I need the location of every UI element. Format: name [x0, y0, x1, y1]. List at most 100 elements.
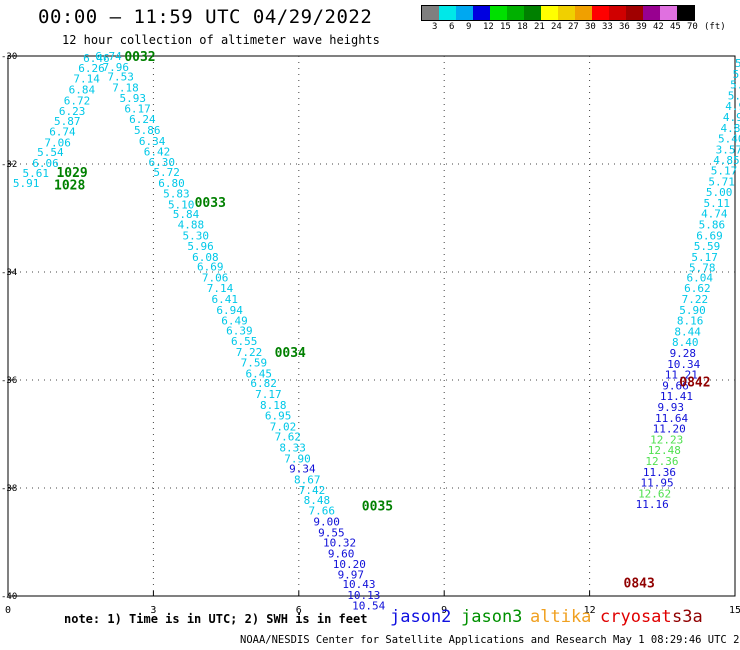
swh-value-label: 5.87 [54, 115, 81, 128]
swh-value-label: 7.90 [284, 452, 311, 465]
swh-value-label: 9.97 [338, 568, 365, 581]
swh-value-label: 6.69 [696, 229, 723, 242]
swh-value-label: 5.72 [153, 166, 180, 179]
swh-value-label: 6.94 [216, 304, 243, 317]
legend-swatch-11 [609, 6, 626, 20]
y-tick-label: -40 [1, 592, 17, 602]
swh-value-label: 7.66 [308, 505, 335, 518]
swh-value-label: 5.91 [13, 177, 39, 190]
swh-value-label: 5.40 [718, 133, 740, 146]
legend-label-4: 15 [500, 22, 511, 32]
swh-value-label: 6.42 [144, 146, 171, 159]
x-tick-label: 12 [584, 605, 596, 616]
legend-label-9: 30 [585, 22, 596, 32]
swh-value-label: 5.11 [703, 197, 730, 210]
y-tick-label: -30 [1, 52, 17, 62]
swh-value-label: 9.55 [318, 526, 345, 539]
swh-value-label: 11.64 [655, 412, 688, 425]
swh-value-label: 6.49 [221, 315, 248, 328]
swh-value-label: 9.60 [328, 547, 355, 560]
y-tick-label: -38 [1, 484, 17, 494]
legend-label-14: 45 [670, 22, 681, 32]
swh-value-label: 8.48 [304, 494, 331, 507]
swh-value-label: 6.08 [192, 251, 219, 264]
swh-value-label: 6.45 [245, 368, 272, 381]
swh-value-label: 12.48 [648, 444, 681, 457]
swh-value-label: 6.80 [158, 177, 185, 190]
swh-value-label: 10.54 [352, 600, 385, 613]
legend-swatch-12 [626, 6, 643, 20]
pass-time-label: 0843 [624, 577, 655, 592]
legend-label-2: 9 [466, 22, 472, 32]
legend-label-15: 70 [687, 22, 698, 32]
legend-label-0: 3 [432, 22, 438, 32]
swh-value-label: 12.23 [650, 433, 683, 446]
swh-value-label: 6.69 [197, 261, 224, 274]
swh-value-label: 10.20 [333, 558, 366, 571]
pass-time-label: 0034 [275, 346, 306, 361]
swh-value-label: 6.39 [226, 324, 253, 337]
swh-value-label: 9.28 [670, 347, 697, 360]
swh-value-label: 5 [735, 57, 740, 70]
swh-value-label: 10.34 [667, 358, 700, 371]
pass-time-label: 1028 [54, 179, 85, 194]
swh-value-label: 6.74 [95, 50, 122, 63]
swh-value-label: 6.17 [124, 102, 151, 115]
swh-value-label: 5.96 [187, 240, 214, 253]
swh-value-label: 5.84 [173, 208, 200, 221]
swh-value-label: 12.62 [638, 487, 671, 500]
swh-value-label: 6.30 [149, 156, 176, 169]
swh-value-label: 6.55 [231, 335, 257, 348]
swh-value-label: 8.44 [674, 325, 701, 338]
swh-value-label: 7.59 [241, 357, 268, 370]
swh-value-label: 6.23 [59, 105, 86, 118]
swh-value-label: 12.36 [645, 455, 678, 468]
legend-label-6: 21 [534, 22, 545, 32]
swh-value-label: 6.34 [139, 135, 166, 148]
y-tick-label: -34 [1, 268, 17, 278]
swh-value-label: 5.59 [694, 240, 721, 253]
legend-swatch-9 [575, 6, 592, 20]
swh-value-label: 8.67 [294, 473, 321, 486]
color-scale-legend [421, 5, 695, 21]
swh-value-label: 5.00 [706, 186, 733, 199]
swh-value-label: 6.26 [78, 62, 105, 75]
swh-value-label: 7.14 [73, 73, 100, 86]
swh-value-label: 5.93 [119, 92, 145, 105]
swh-value-label: 7.96 [103, 61, 130, 74]
y-tick-label: -36 [1, 376, 17, 386]
swh-value-label: 10.32 [323, 537, 356, 550]
legend-label-12: 39 [636, 22, 647, 32]
legend-swatch-10 [592, 6, 609, 20]
legend-swatch-14 [660, 6, 677, 20]
swh-value-label: 6.24 [129, 113, 156, 126]
swh-value-label: 5.17 [691, 251, 718, 264]
swh-value-label: 10.43 [342, 578, 375, 591]
swh-value-label: 5 [733, 68, 740, 81]
swh-value-label: 4.88 [178, 218, 205, 231]
swh-value-label: 6.62 [684, 282, 711, 295]
legend-swatch-7 [541, 6, 558, 20]
swh-value-label: 11.16 [636, 498, 669, 511]
swh-value-label: 7.22 [236, 346, 263, 359]
legend-swatch-2 [456, 6, 473, 20]
legend-swatch-8 [558, 6, 575, 20]
swh-value-label: 5.61 [23, 167, 50, 180]
swh-value-label: 6.04 [687, 271, 714, 284]
x-tick-label: 15 [729, 605, 740, 616]
footnote: note: 1) Time is in UTC; 2) SWH is in fe… [64, 612, 368, 626]
satellite-label-jason3: jason3 [461, 607, 523, 627]
swh-value-label: 7.06 [202, 271, 229, 284]
legend-swatch-0 [422, 6, 439, 20]
swh-value-label: 5.10 [168, 199, 195, 212]
swh-value-label: 11.41 [660, 390, 693, 403]
pass-time-label: 0842 [679, 376, 710, 391]
swh-value-label: 9.66 [662, 379, 689, 392]
swh-value-label: 7.62 [275, 431, 302, 444]
swh-value-label: 4.85 [713, 154, 740, 167]
plot-frame [7, 55, 736, 597]
swh-value-label: 6.74 [49, 126, 76, 139]
swh-value-label: 3.57 [716, 143, 740, 156]
swh-value-label: 4.84 [720, 122, 740, 135]
